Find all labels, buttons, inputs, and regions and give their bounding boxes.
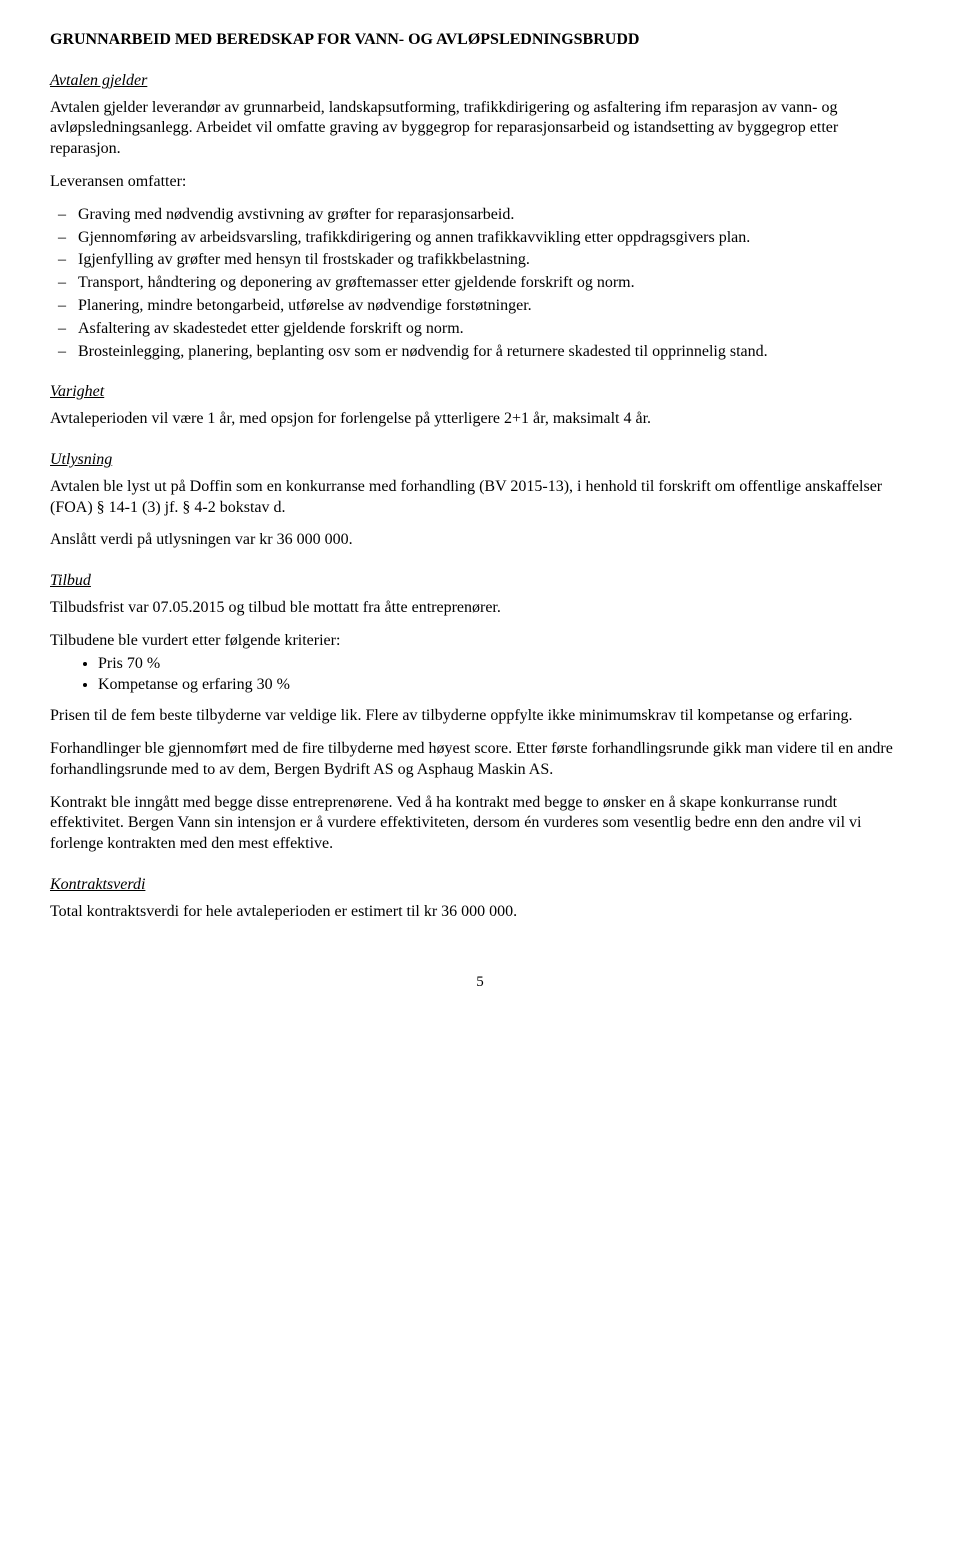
criteria-list: Pris 70 % Kompetanse og erfaring 30 % (50, 654, 910, 697)
list-item: Planering, mindre betongarbeid, utførels… (78, 296, 910, 317)
heading-kontraktsverdi: Kontraktsverdi (50, 875, 910, 896)
heading-varighet: Varighet (50, 382, 910, 403)
paragraph: Leveransen omfatter: (50, 172, 910, 193)
paragraph: Tilbudsfrist var 07.05.2015 og tilbud bl… (50, 598, 910, 619)
page-number: 5 (50, 973, 910, 993)
paragraph: Anslått verdi på utlysningen var kr 36 0… (50, 530, 910, 551)
list-item: Gjennomføring av arbeidsvarsling, trafik… (78, 228, 910, 249)
paragraph: Avtalen ble lyst ut på Doffin som en kon… (50, 477, 910, 519)
list-item: Igjenfylling av grøfter med hensyn til f… (78, 250, 910, 271)
paragraph: Avtalen gjelder leverandør av grunnarbei… (50, 98, 910, 160)
heading-tilbud: Tilbud (50, 571, 910, 592)
list-item: Asfaltering av skadestedet etter gjelden… (78, 319, 910, 340)
paragraph: Tilbudene ble vurdert etter følgende kri… (50, 631, 910, 652)
list-item: Brosteinlegging, planering, beplanting o… (78, 342, 910, 363)
heading-utlysning: Utlysning (50, 450, 910, 471)
list-item: Transport, håndtering og deponering av g… (78, 273, 910, 294)
list-item: Graving med nødvendig avstivning av grøf… (78, 205, 910, 226)
paragraph: Total kontraktsverdi for hele avtaleperi… (50, 902, 910, 923)
paragraph: Prisen til de fem beste tilbyderne var v… (50, 706, 910, 727)
leveranse-list: Graving med nødvendig avstivning av grøf… (50, 205, 910, 363)
page-title: GRUNNARBEID MED BEREDSKAP FOR VANN- OG A… (50, 30, 910, 51)
paragraph: Avtaleperioden vil være 1 år, med opsjon… (50, 409, 910, 430)
paragraph: Forhandlinger ble gjennomført med de fir… (50, 739, 910, 781)
list-item: Kompetanse og erfaring 30 % (98, 675, 910, 696)
list-item: Pris 70 % (98, 654, 910, 675)
heading-avtalen-gjelder: Avtalen gjelder (50, 71, 910, 92)
paragraph: Kontrakt ble inngått med begge disse ent… (50, 793, 910, 855)
